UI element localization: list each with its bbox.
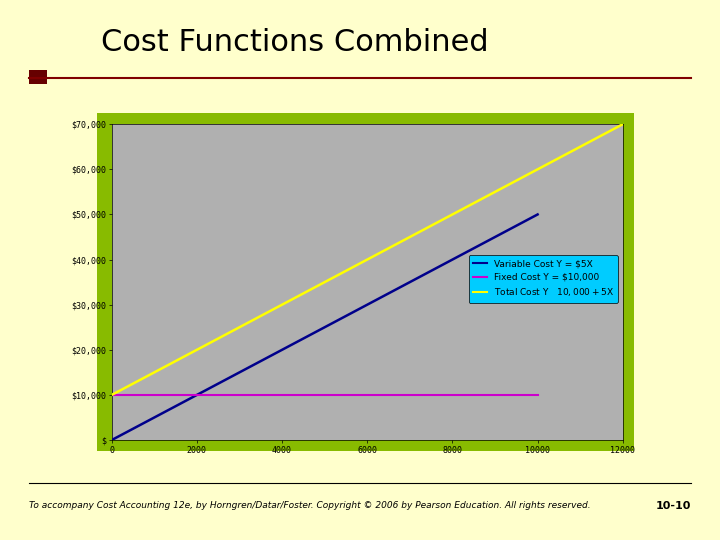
Text: Cost Functions Combined: Cost Functions Combined [101, 28, 488, 57]
Legend: Variable Cost Y = $5X, Fixed Cost Y = $10,000, Total Cost Y   $10,000 + $5X: Variable Cost Y = $5X, Fixed Cost Y = $1… [469, 255, 618, 303]
Text: 10-10: 10-10 [656, 501, 691, 511]
Text: To accompany Cost Accounting 12e, by Horngren/Datar/Foster. Copyright © 2006 by : To accompany Cost Accounting 12e, by Hor… [29, 501, 590, 510]
